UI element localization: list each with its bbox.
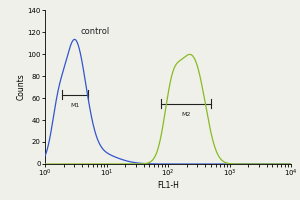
- Text: control: control: [81, 27, 110, 36]
- Text: M2: M2: [181, 112, 190, 117]
- Text: M1: M1: [70, 103, 80, 108]
- X-axis label: FL1-H: FL1-H: [157, 181, 179, 190]
- Y-axis label: Counts: Counts: [17, 74, 26, 100]
